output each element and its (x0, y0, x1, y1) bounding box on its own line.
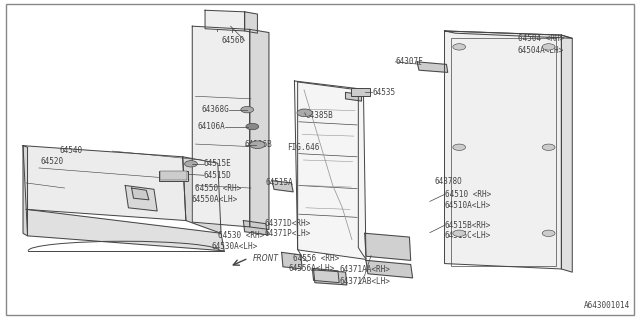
Text: 64515B<RH>: 64515B<RH> (445, 221, 491, 230)
Text: 64510A<LH>: 64510A<LH> (445, 201, 491, 210)
Text: 64378O: 64378O (435, 177, 463, 186)
Polygon shape (312, 268, 339, 283)
Polygon shape (23, 146, 28, 236)
Polygon shape (366, 260, 413, 278)
Text: 64371P<LH>: 64371P<LH> (264, 229, 310, 238)
Text: 64550A<LH>: 64550A<LH> (191, 195, 237, 204)
Polygon shape (445, 31, 561, 269)
Polygon shape (272, 181, 293, 192)
Polygon shape (346, 92, 362, 101)
Text: 64520: 64520 (40, 157, 63, 166)
Text: 64515A: 64515A (266, 179, 294, 188)
Text: 64556 <RH>: 64556 <RH> (293, 254, 339, 263)
Text: 64371AB<LH>: 64371AB<LH> (339, 276, 390, 285)
Text: 64106B: 64106B (244, 140, 273, 149)
Bar (351, 88, 370, 96)
Text: 64515E: 64515E (204, 159, 232, 168)
Circle shape (241, 107, 253, 113)
Polygon shape (182, 157, 221, 233)
Text: 64550 <RH>: 64550 <RH> (195, 184, 242, 193)
Circle shape (246, 123, 259, 130)
Circle shape (184, 161, 197, 167)
Polygon shape (314, 270, 347, 285)
Text: 64510 <RH>: 64510 <RH> (445, 190, 491, 199)
Polygon shape (365, 233, 411, 260)
Text: FRONT: FRONT (253, 254, 279, 263)
Text: A643001014: A643001014 (584, 301, 630, 310)
Text: 64371D<RH>: 64371D<RH> (264, 219, 310, 228)
Text: 64515D: 64515D (204, 171, 232, 180)
Text: 64368G: 64368G (202, 105, 229, 114)
Polygon shape (243, 220, 268, 235)
Polygon shape (205, 10, 244, 31)
Text: 64504 <RH>: 64504 <RH> (518, 35, 564, 44)
Circle shape (297, 109, 312, 117)
Circle shape (453, 144, 466, 150)
Polygon shape (250, 29, 269, 229)
Text: 64540: 64540 (60, 146, 83, 155)
Bar (159, 171, 188, 181)
Polygon shape (417, 62, 448, 72)
Polygon shape (26, 209, 224, 251)
Bar (161, 171, 186, 180)
Circle shape (453, 44, 466, 50)
Polygon shape (23, 146, 186, 220)
Polygon shape (294, 81, 366, 260)
Circle shape (542, 44, 555, 50)
Text: 64530 <RH>: 64530 <RH> (218, 231, 264, 240)
Text: 64535: 64535 (372, 88, 396, 97)
Polygon shape (244, 12, 257, 33)
Text: 64515C<LH>: 64515C<LH> (445, 231, 491, 240)
Text: 64385B: 64385B (306, 111, 333, 120)
Polygon shape (192, 26, 250, 227)
Text: 64530A<LH>: 64530A<LH> (211, 242, 258, 251)
Polygon shape (125, 186, 157, 211)
Text: 64106A: 64106A (198, 122, 225, 131)
Polygon shape (561, 35, 572, 272)
Text: 64371AA<RH>: 64371AA<RH> (339, 265, 390, 275)
Polygon shape (445, 31, 572, 38)
Text: 64560: 64560 (221, 36, 244, 45)
Circle shape (250, 141, 265, 148)
Text: 64504A<LH>: 64504A<LH> (518, 45, 564, 55)
Circle shape (453, 230, 466, 236)
Circle shape (542, 230, 555, 236)
Polygon shape (282, 252, 302, 269)
Text: 64307F: 64307F (396, 57, 423, 66)
Circle shape (542, 144, 555, 150)
Text: FIG.646: FIG.646 (287, 143, 319, 152)
Polygon shape (132, 188, 149, 200)
Text: 64556A<LH>: 64556A<LH> (288, 264, 334, 274)
